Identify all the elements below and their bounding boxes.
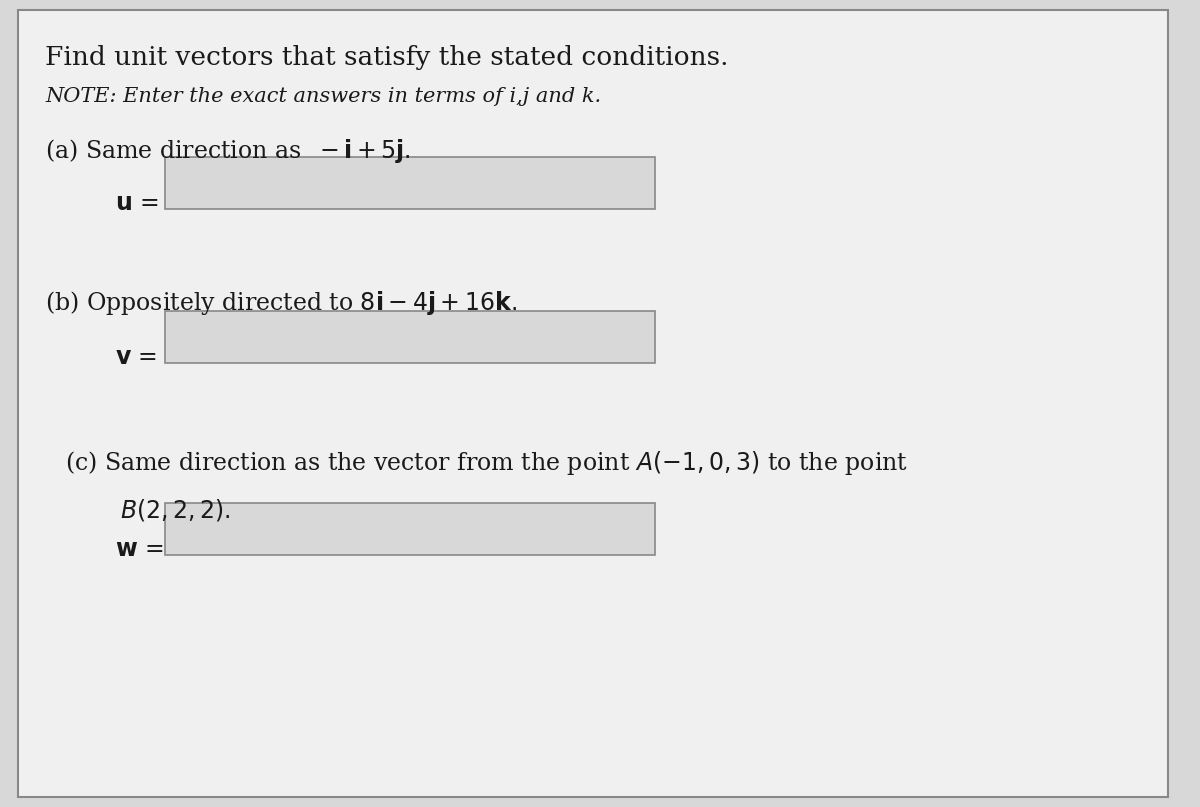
Text: $B(2,2,2).$: $B(2,2,2).$: [120, 497, 230, 523]
Text: $\mathbf{u}$ =: $\mathbf{u}$ =: [115, 191, 158, 215]
FancyBboxPatch shape: [166, 311, 655, 363]
Text: $\mathbf{v}$ =: $\mathbf{v}$ =: [115, 345, 157, 369]
Text: NOTE: Enter the exact answers in terms of i,j and k.: NOTE: Enter the exact answers in terms o…: [46, 87, 601, 106]
FancyBboxPatch shape: [18, 10, 1168, 797]
Text: (b) Oppositely directed to $8\mathbf{i}-4\mathbf{j}+16\mathbf{k}.$: (b) Oppositely directed to $8\mathbf{i}-…: [46, 289, 517, 317]
FancyBboxPatch shape: [166, 157, 655, 209]
Text: (c) Same direction as the vector from the point $A(-1,0,3)$ to the point: (c) Same direction as the vector from th…: [65, 449, 908, 477]
FancyBboxPatch shape: [166, 503, 655, 555]
Text: (a) Same direction as $\;-\mathbf{i}+5\mathbf{j}.$: (a) Same direction as $\;-\mathbf{i}+5\m…: [46, 137, 410, 165]
Text: Find unit vectors that satisfy the stated conditions.: Find unit vectors that satisfy the state…: [46, 45, 728, 70]
Text: $\mathbf{w}$ =: $\mathbf{w}$ =: [115, 537, 163, 561]
